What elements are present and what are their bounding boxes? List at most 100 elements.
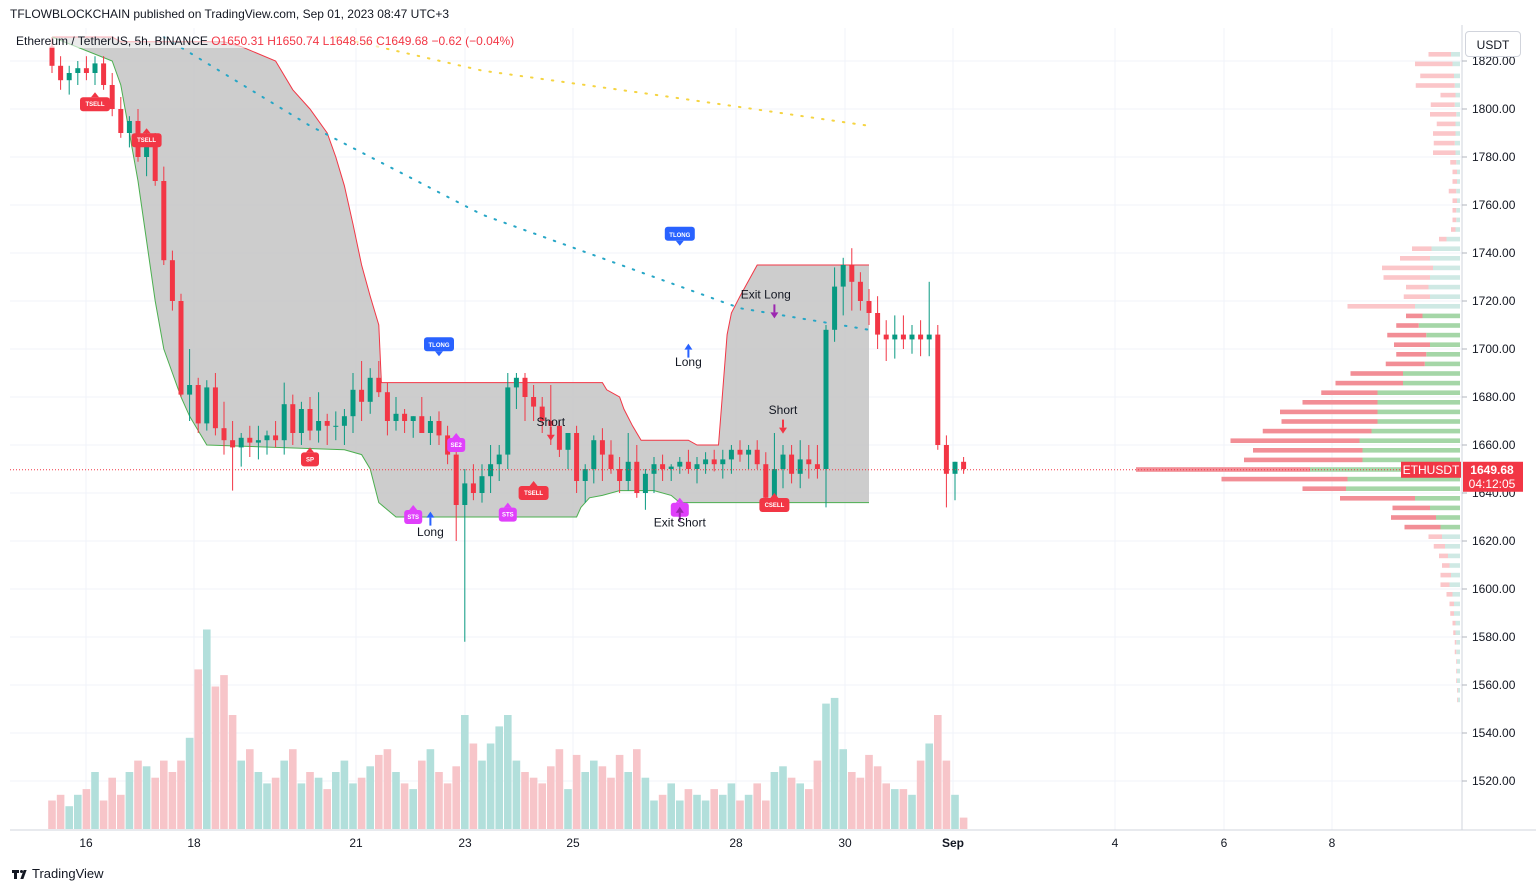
- symbol-price-label-bg: [1401, 461, 1461, 478]
- volume-bar: [168, 772, 177, 829]
- profile-bar-down: [1430, 112, 1457, 117]
- signal-tag-text: SP: [306, 457, 314, 463]
- profile-bar-up: [1455, 150, 1460, 155]
- volume-bar: [185, 737, 194, 829]
- profile-bar-up: [1456, 649, 1460, 655]
- profile-bar-down: [1433, 544, 1445, 549]
- profile-bar-up: [1457, 688, 1460, 693]
- profile-bar-down: [1406, 284, 1429, 290]
- profile-bar-up: [1457, 668, 1460, 674]
- profile-bar-up: [1446, 236, 1460, 242]
- candle-body: [539, 406, 545, 421]
- candle-body: [780, 454, 786, 469]
- symbol-name[interactable]: Ethereum / TetherUS, 5h, BINANCE: [16, 34, 208, 48]
- profile-bar-up: [1455, 92, 1460, 98]
- volume-bar: [366, 766, 374, 829]
- price-tick-label: 1740.00: [1472, 246, 1516, 260]
- signal-tag-pointer: [675, 240, 684, 246]
- tradingview-logo[interactable]: TradingView: [12, 866, 104, 881]
- time-tick-label: 16: [79, 836, 93, 850]
- signal-arrow-shaft: [687, 349, 690, 358]
- profile-bar-down: [1457, 688, 1458, 693]
- candle-body: [711, 459, 717, 465]
- volume-bar: [873, 766, 882, 829]
- volume-bar: [753, 783, 761, 829]
- signal-arrow-shaft: [782, 419, 784, 428]
- profile-bar-up: [1426, 332, 1460, 338]
- candle-body: [221, 428, 227, 441]
- volume-bar: [125, 772, 134, 829]
- candle-body: [840, 265, 846, 287]
- volume-bar: [796, 783, 804, 829]
- candle-body: [470, 483, 476, 493]
- candle-body: [427, 421, 433, 433]
- profile-bar-up: [1346, 486, 1460, 491]
- price-tick-label: 1720.00: [1472, 294, 1516, 308]
- ohlc-change: −0.62 (−0.04%): [431, 34, 515, 48]
- candle-body: [109, 85, 115, 109]
- profile-bar-down: [1221, 476, 1348, 482]
- volume-bar: [719, 794, 727, 829]
- profile-bar-down: [1448, 188, 1457, 194]
- volume-bar: [581, 772, 589, 829]
- band-lower-line: [51, 36, 869, 518]
- volume-bar: [779, 766, 787, 829]
- signal-arrow-shaft: [549, 426, 552, 435]
- candle-body: [823, 329, 829, 469]
- profile-bar-up: [1448, 553, 1460, 559]
- candle-body: [892, 334, 898, 340]
- symbol-price-label: ETHUSDT: [1403, 463, 1460, 477]
- candle-body: [195, 385, 201, 424]
- signal-tag-text: TLONG: [429, 343, 450, 349]
- volume-bar: [280, 760, 288, 829]
- profile-bar-up: [1455, 630, 1460, 635]
- candle-body: [496, 454, 502, 465]
- time-tick-label: 23: [458, 836, 472, 850]
- volume-bar: [934, 715, 942, 829]
- signal-tag: [424, 337, 454, 352]
- profile-bar-down: [1433, 140, 1455, 146]
- profile-bar-up: [1430, 256, 1460, 261]
- candle-body: [376, 377, 382, 393]
- price-tick-label: 1600.00: [1472, 582, 1516, 596]
- profile-bar-down: [1350, 371, 1403, 376]
- volume-bar: [959, 817, 968, 829]
- currency-button[interactable]: USDT: [1465, 31, 1521, 57]
- profile-bar-up: [1456, 217, 1460, 223]
- profile-bar-down: [1452, 198, 1457, 203]
- price-tick-label: 1800.00: [1472, 102, 1516, 116]
- profile-bar-down: [1436, 121, 1456, 127]
- profile-bar-up: [1454, 83, 1460, 88]
- profile-bar-up: [1430, 275, 1460, 280]
- profile-bar-down: [1452, 217, 1457, 223]
- candle-body: [797, 459, 803, 474]
- candle-body: [513, 377, 519, 388]
- candle-body: [866, 301, 872, 313]
- profile-bar-down: [1454, 649, 1457, 655]
- candle-body: [763, 464, 769, 498]
- time-tick-label: 30: [838, 836, 852, 850]
- volume-bar: [486, 743, 495, 829]
- candle-body: [58, 65, 64, 81]
- signal-tag-pointer: [91, 92, 99, 98]
- volume-bar: [383, 749, 392, 829]
- candle-body: [582, 469, 588, 481]
- signal-tag-pointer: [452, 433, 461, 438]
- profile-bar-up: [1403, 380, 1460, 386]
- volume-bar: [693, 794, 701, 829]
- volume-bar: [856, 777, 865, 829]
- volume-bar: [48, 800, 56, 829]
- candle-body: [359, 389, 365, 402]
- volume-bar: [658, 794, 667, 829]
- volume-bar: [572, 754, 581, 829]
- signal-tag: [759, 498, 790, 512]
- candle-body: [436, 421, 442, 436]
- profile-bar-down: [1391, 515, 1436, 520]
- candle-body: [453, 454, 459, 505]
- signal-arrow-shaft: [429, 517, 432, 526]
- signal-tag-pointer: [770, 493, 779, 498]
- volume-bar: [435, 772, 443, 829]
- signal-tag-pointer: [675, 497, 684, 503]
- volume-bar: [736, 800, 744, 829]
